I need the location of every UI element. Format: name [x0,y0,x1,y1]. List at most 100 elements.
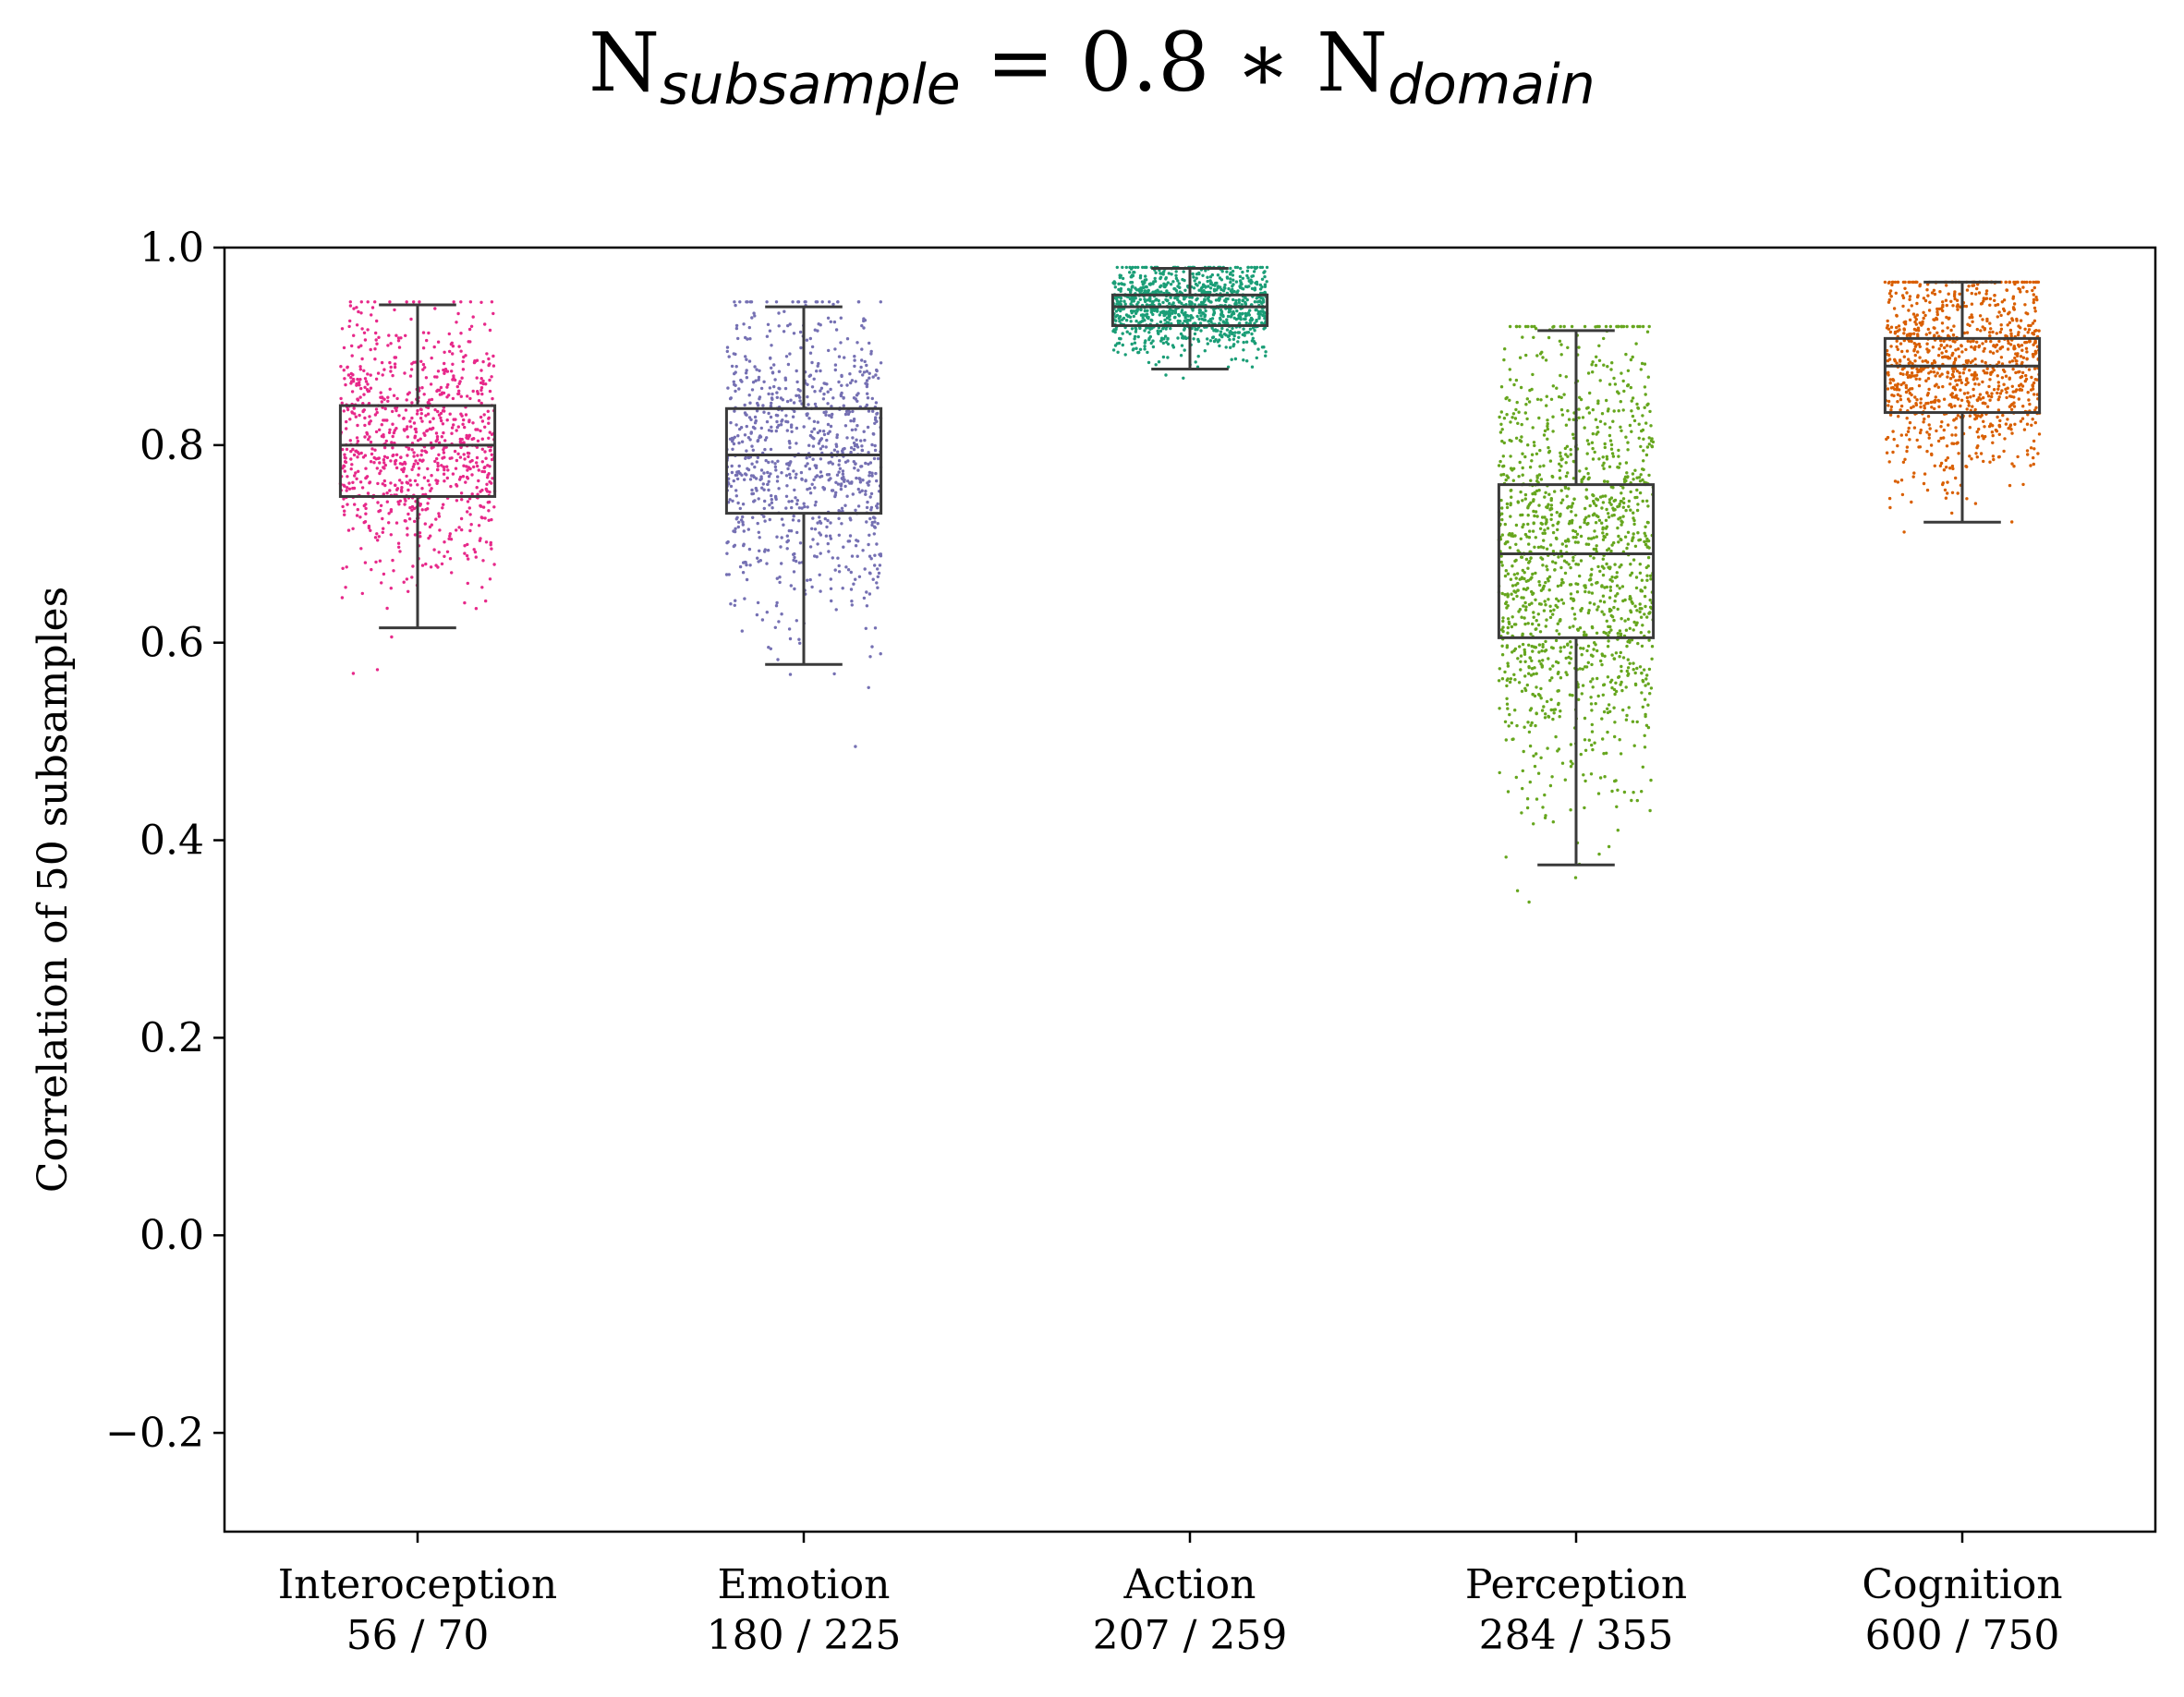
data-point [480,419,485,423]
data-point [397,414,401,418]
data-point [1166,281,1171,285]
data-point [1499,410,1504,414]
data-point [746,337,749,341]
data-point [1886,358,1890,363]
data-point [1207,320,1210,323]
data-point [375,319,379,323]
data-point [378,428,382,431]
data-point [1547,335,1551,340]
data-point [733,543,737,547]
data-point [802,425,806,429]
data-point [1947,423,1950,427]
data-point [1564,453,1568,456]
data-point [410,508,414,512]
data-point [1910,339,1913,344]
data-point [1632,324,1635,329]
data-point [418,300,421,304]
data-point [435,389,439,394]
data-point [491,364,496,368]
data-point [1886,387,1890,391]
data-point [1559,455,1562,458]
data-point [462,464,466,467]
data-point [1526,566,1530,570]
data-point [1644,586,1647,589]
data-point [1547,492,1551,496]
data-point [1606,479,1609,484]
data-point [1511,615,1514,619]
data-point [416,408,419,413]
data-point [1925,288,1929,292]
data-point [2020,370,2025,375]
data-point [491,396,494,401]
data-point [1547,575,1552,579]
data-point [1892,437,1896,442]
data-point [780,419,783,423]
data-point [455,484,459,488]
data-point [1647,473,1651,478]
data-point [1523,600,1527,605]
data-point [1529,479,1533,482]
data-point [1532,499,1535,503]
data-point [1899,479,1904,482]
data-point [2031,321,2035,325]
data-point [1613,576,1618,579]
data-point [1153,279,1158,284]
data-point [1237,300,1242,305]
data-point [819,589,822,593]
data-point [1596,608,1599,612]
data-point [807,467,812,471]
data-point [873,443,877,448]
data-point [374,430,379,434]
data-point [1586,644,1591,648]
data-point [352,486,357,491]
data-point [1501,616,1505,620]
data-point [1506,595,1510,599]
data-point [2035,297,2039,302]
data-point [357,309,360,314]
data-point [1569,453,1573,456]
data-point [468,396,472,401]
data-point [1624,718,1629,721]
data-point [819,389,822,393]
data-point [744,412,747,417]
data-point [1143,345,1147,348]
data-point [385,500,389,503]
data-point [414,459,418,463]
data-point [363,338,368,342]
data-point [410,504,415,509]
data-point [1509,455,1512,458]
data-point [486,501,490,504]
data-point [1129,320,1133,323]
data-point [1603,422,1608,426]
data-point [1574,514,1578,517]
data-point [757,375,761,380]
data-point [2020,388,2024,392]
data-point [417,473,420,477]
data-point [735,477,740,481]
data-point [1604,494,1608,498]
data-point [814,464,819,467]
data-point [806,462,809,466]
data-point [491,477,494,480]
data-point [1599,659,1603,663]
data-point [804,479,807,483]
data-point [441,506,444,510]
data-point [825,525,829,529]
data-point [806,488,809,491]
data-point [1159,320,1163,324]
data-point [1632,668,1635,672]
data-point [1122,299,1126,303]
data-point [481,505,486,509]
data-point [2006,323,2009,327]
data-point [1571,432,1575,436]
data-point [1637,436,1641,440]
data-point [1642,459,1645,463]
data-point [1913,395,1917,399]
data-point [1606,645,1610,648]
data-point [785,547,789,551]
data-point [1128,297,1133,301]
data-point [1602,600,1607,604]
data-point [1530,644,1534,648]
data-point [351,447,355,452]
data-point [348,418,352,421]
